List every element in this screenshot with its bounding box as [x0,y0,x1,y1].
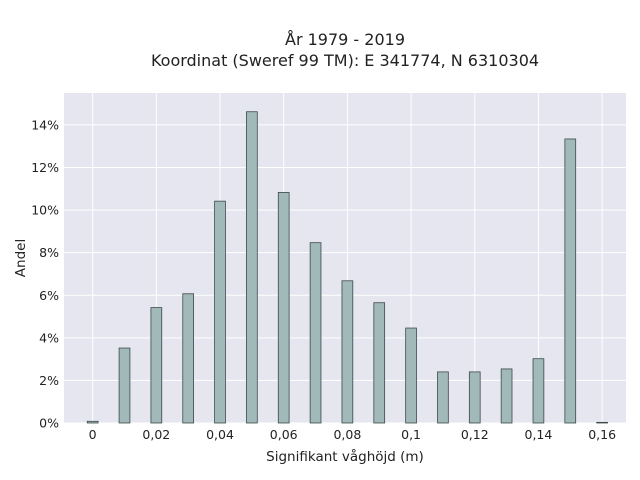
histogram-bar [468,371,481,424]
x-tick-label: 0,14 [525,427,553,442]
y-tick-label: 14% [31,117,59,132]
y-axis-ticks: 0% 2% 4% 6% 8% 10% 12% 14% [31,117,59,430]
histogram-bar [437,371,449,424]
histogram-bar [182,293,194,424]
histogram-bar [309,242,322,424]
histogram-bar [405,327,417,424]
bars [86,111,608,424]
x-axis-label: Signifikant våghöjd (m) [266,448,424,465]
histogram-bar [277,192,290,424]
histogram-bar [564,138,577,424]
histogram-bar [373,302,386,424]
x-tick-label: 0,16 [588,427,616,442]
y-tick-label: 8% [39,245,59,260]
y-tick-label: 0% [39,416,59,431]
x-axis-ticks: 0 0,02 0,04 0,06 0,08 0,1 0,12 0,14 0,16 [89,427,616,442]
y-tick-label: 6% [39,288,59,303]
y-tick-label: 10% [31,203,59,218]
x-tick-label: 0,02 [142,427,170,442]
x-tick-label: 0 [89,427,97,442]
x-tick-label: 0,04 [206,427,234,442]
histogram-bar [214,200,226,424]
histogram-bar [500,368,513,424]
x-tick-label: 0,12 [461,427,489,442]
y-axis-label: Andel [13,239,29,277]
chart-subtitle: Koordinat (Sweref 99 TM): E 341774, N 63… [151,51,539,70]
x-tick-label: 0,08 [333,427,361,442]
histogram-bar [150,307,163,424]
x-tick-label: 0,1 [401,427,421,442]
y-tick-label: 2% [39,373,59,388]
histogram-bar [118,347,131,424]
histogram-bar [596,421,608,424]
histogram-bar [246,111,258,424]
histogram-bar [341,280,354,424]
chart-title: År 1979 - 2019 [285,30,405,49]
x-tick-label: 0,06 [270,427,298,442]
histogram-bar [532,358,545,424]
y-tick-label: 12% [31,160,59,175]
y-tick-label: 4% [39,330,59,345]
histogram-bar [86,420,99,424]
